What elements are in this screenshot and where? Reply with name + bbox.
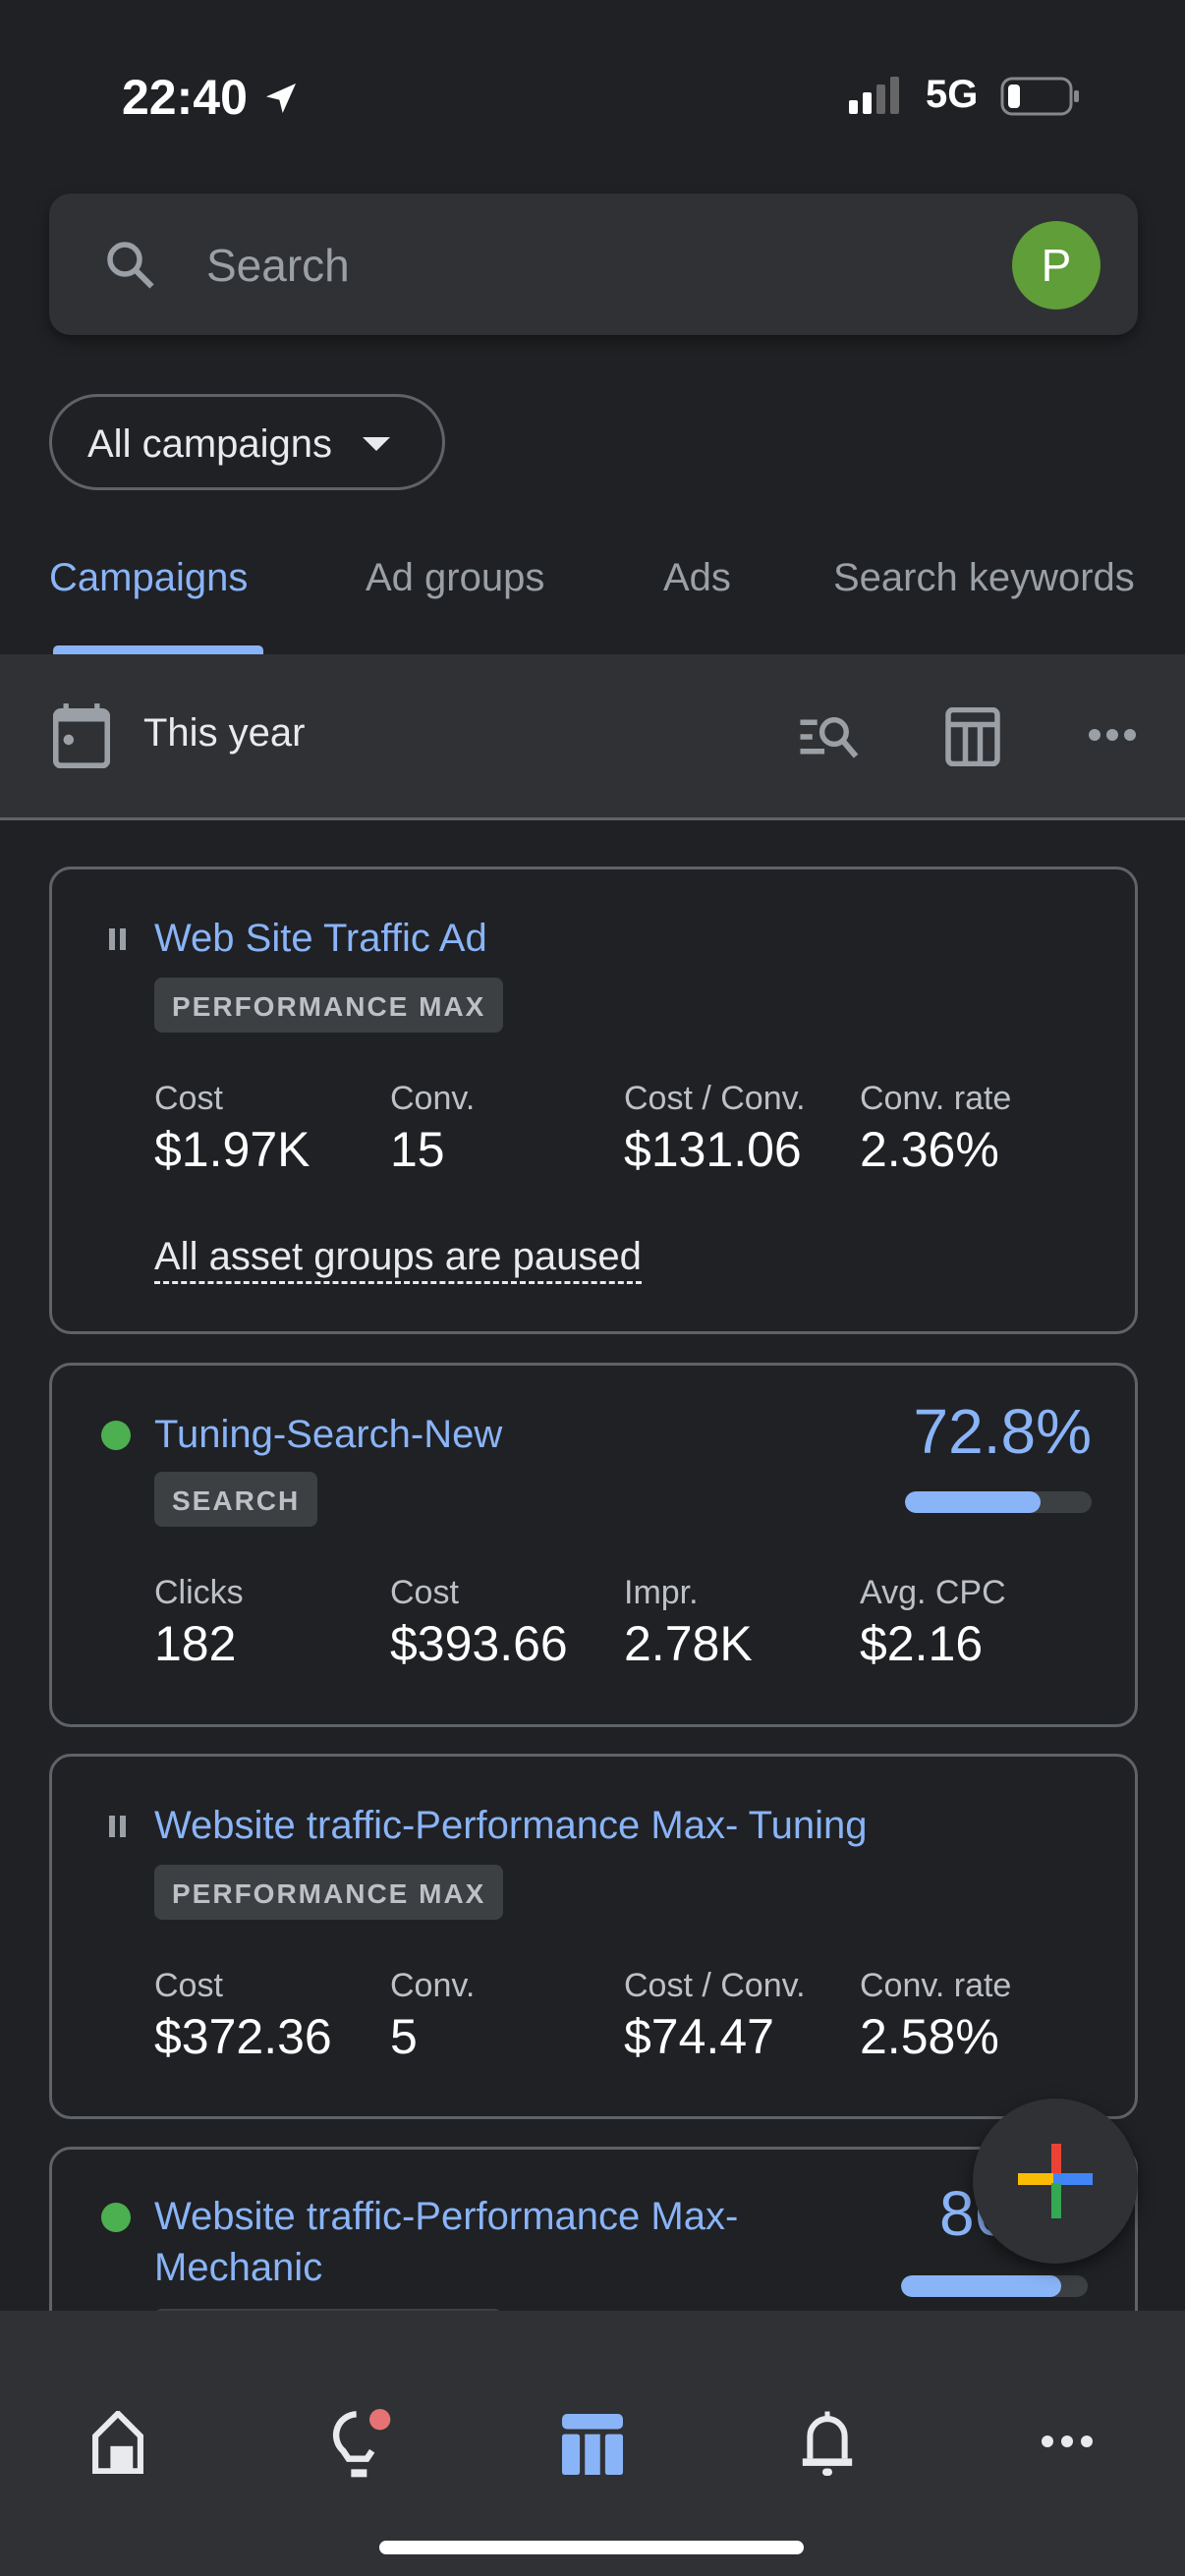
metric-label: Cost — [390, 1574, 459, 1611]
campaign-filter-dropdown[interactable]: All campaigns — [49, 394, 445, 490]
metric-label: Cost / Conv. — [624, 1080, 806, 1117]
search-bar[interactable]: Search P — [49, 194, 1138, 335]
enabled-status-icon — [101, 2203, 131, 2232]
avatar[interactable]: P — [1012, 221, 1100, 309]
filter-label: All campaigns — [87, 422, 333, 466]
lightbulb-icon[interactable] — [330, 2409, 393, 2480]
campaign-name[interactable]: Tuning-Search-New — [154, 1413, 503, 1456]
toolbar: This year — [0, 654, 1185, 820]
campaign-name[interactable]: Web Site Traffic Ad — [154, 917, 487, 960]
optimization-score: 72.8% — [913, 1396, 1092, 1467]
campaign-name[interactable]: Website traffic-Performance Max- Mechanic — [154, 2195, 739, 2289]
metric-label: Clicks — [154, 1574, 244, 1611]
enabled-status-icon — [101, 1421, 131, 1450]
optimization-score-bar — [905, 1491, 1092, 1513]
metric-value: 2.36% — [860, 1122, 999, 1177]
optimization-score-bar — [901, 2275, 1088, 2297]
metric-value: 2.78K — [624, 1616, 753, 1671]
create-button[interactable] — [973, 2099, 1138, 2264]
network-label: 5G — [926, 73, 979, 116]
metric-value: 15 — [390, 1122, 445, 1177]
campaign-type-badge: SEARCH — [154, 1472, 318, 1527]
campaign-card[interactable]: Tuning-Search-New 72.8% SEARCH Clicks 18… — [49, 1363, 1138, 1727]
location-icon — [265, 84, 296, 113]
search-input[interactable]: Search — [206, 240, 350, 291]
filter-search-icon[interactable] — [798, 707, 861, 766]
more-icon[interactable] — [1040, 2433, 1095, 2450]
paused-icon — [107, 1816, 129, 1837]
calendar-icon[interactable] — [53, 703, 110, 768]
metric-value: $74.47 — [624, 2009, 774, 2064]
metric-label: Impr. — [624, 1574, 699, 1611]
tab-search-keywords[interactable]: Search keywords — [833, 556, 1135, 599]
battery-icon — [1000, 77, 1083, 121]
plus-icon — [1018, 2144, 1093, 2218]
campaign-type-badge: PERFORMANCE MAX — [154, 978, 504, 1033]
metric-value: 5 — [390, 2009, 418, 2064]
campaign-type-badge: PERFORMANCE MAX — [154, 1865, 504, 1920]
tab-ad-groups[interactable]: Ad groups — [366, 556, 545, 599]
metric-label: Cost / Conv. — [624, 1967, 806, 2004]
metric-label: Conv. rate — [860, 1080, 1012, 1117]
metric-value: 182 — [154, 1616, 237, 1671]
tab-campaigns[interactable]: Campaigns — [49, 556, 249, 599]
active-tab-indicator — [53, 645, 263, 655]
home-indicator — [379, 2541, 804, 2554]
metric-value: $1.97K — [154, 1122, 310, 1177]
metric-label: Conv. — [390, 1967, 476, 2004]
campaign-name[interactable]: Website traffic-Performance Max- Tuning — [154, 1804, 868, 1847]
status-note[interactable]: All asset groups are paused — [154, 1235, 642, 1284]
chevron-down-icon — [363, 437, 391, 451]
metric-label: Avg. CPC — [860, 1574, 1006, 1611]
bell-icon[interactable] — [800, 2409, 855, 2476]
campaign-card[interactable]: Web Site Traffic Ad PERFORMANCE MAX Cost… — [49, 867, 1138, 1334]
metric-value: $131.06 — [624, 1122, 802, 1177]
signal-icon — [847, 77, 906, 121]
metric-value: $393.66 — [390, 1616, 568, 1671]
status-time: 22:40 — [122, 69, 301, 126]
metric-value: $2.16 — [860, 1616, 984, 1671]
date-range[interactable]: This year — [143, 711, 306, 755]
campaign-card[interactable]: Website traffic-Performance Max- Tuning … — [49, 1754, 1138, 2119]
metric-label: Cost — [154, 1967, 223, 2004]
table-icon[interactable] — [562, 2413, 623, 2476]
home-icon[interactable] — [90, 2411, 145, 2474]
search-icon — [107, 242, 154, 289]
tab-ads[interactable]: Ads — [663, 556, 731, 599]
paused-icon — [107, 928, 129, 950]
more-options-icon[interactable] — [1087, 727, 1138, 743]
metric-label: Conv. rate — [860, 1967, 1012, 2004]
metric-label: Conv. — [390, 1080, 476, 1117]
metric-value: $372.36 — [154, 2009, 332, 2064]
bottom-nav — [0, 2311, 1185, 2576]
metric-label: Cost — [154, 1080, 223, 1117]
columns-icon[interactable] — [945, 707, 1000, 766]
metric-value: 2.58% — [860, 2009, 999, 2064]
